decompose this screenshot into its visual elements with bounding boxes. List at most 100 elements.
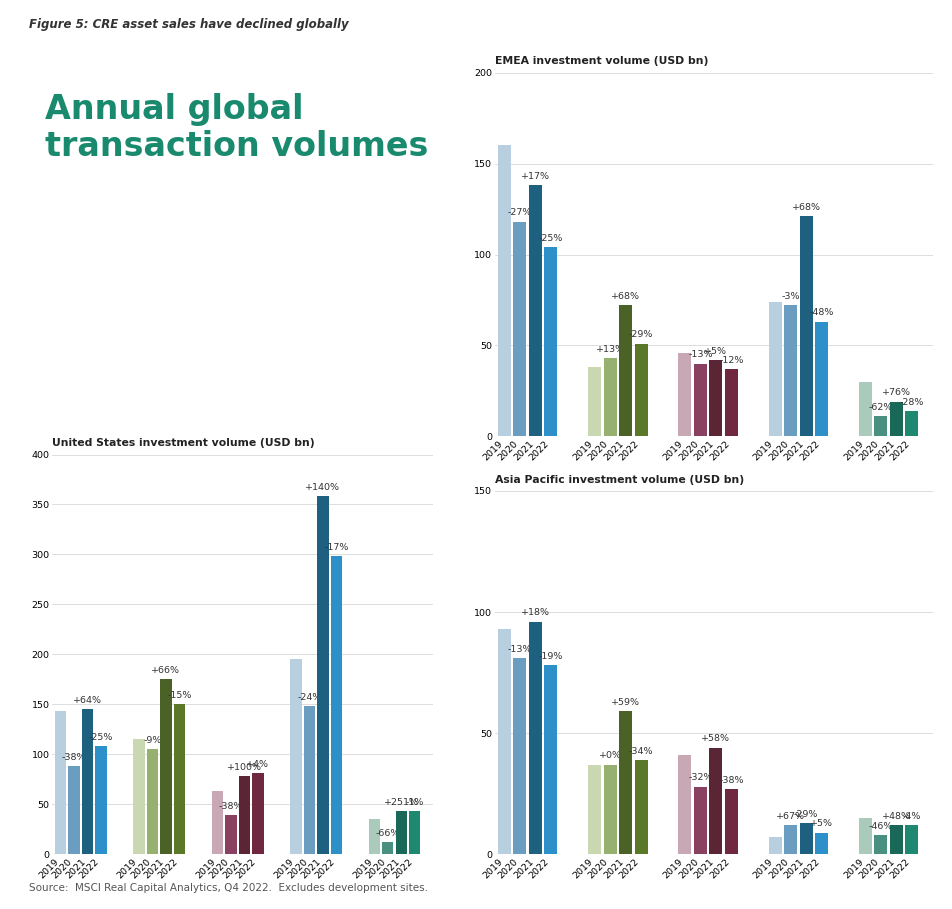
Text: +76%: +76% — [882, 388, 911, 397]
Text: +48%: +48% — [882, 812, 911, 821]
Text: -28%: -28% — [900, 397, 924, 406]
Bar — [859, 382, 872, 436]
Bar — [529, 622, 542, 854]
Text: -15%: -15% — [168, 691, 191, 700]
Text: -38%: -38% — [62, 753, 87, 762]
Bar — [619, 305, 632, 436]
Bar — [724, 369, 738, 436]
Text: -9%: -9% — [143, 735, 162, 744]
Text: +58%: +58% — [702, 734, 730, 744]
Bar — [69, 766, 80, 854]
Bar — [239, 776, 250, 854]
Bar — [529, 185, 542, 436]
Bar — [95, 746, 107, 854]
Text: -25%: -25% — [539, 234, 564, 243]
Text: -12%: -12% — [719, 355, 744, 365]
Text: +251%: +251% — [384, 798, 419, 806]
Bar — [619, 712, 632, 854]
Text: -66%: -66% — [376, 829, 400, 838]
Bar — [226, 815, 237, 854]
Text: +67%: +67% — [776, 812, 805, 821]
Bar — [604, 358, 617, 436]
Bar — [694, 786, 707, 854]
Text: -3%: -3% — [782, 292, 800, 301]
Text: +68%: +68% — [792, 203, 821, 212]
Text: -27%: -27% — [507, 208, 532, 217]
Bar — [635, 344, 647, 436]
Bar — [330, 556, 342, 854]
Bar — [368, 820, 380, 854]
Bar — [252, 774, 264, 854]
Bar — [679, 353, 691, 436]
Text: -13%: -13% — [688, 350, 713, 359]
Bar — [290, 660, 302, 854]
Text: +17%: +17% — [521, 172, 550, 181]
Bar — [905, 825, 919, 854]
Text: -29%: -29% — [794, 810, 819, 819]
Bar — [498, 629, 511, 854]
Bar — [304, 706, 315, 854]
Bar — [890, 402, 902, 436]
Bar — [635, 760, 647, 854]
Text: Retail: Retail — [693, 509, 724, 519]
Bar — [174, 704, 185, 854]
Text: EMEA investment volume (USD bn): EMEA investment volume (USD bn) — [495, 56, 708, 66]
Text: Multifamily: Multifamily — [768, 509, 828, 519]
Text: +4%: +4% — [247, 760, 269, 769]
Text: +0%: +0% — [599, 752, 622, 761]
Bar — [815, 322, 828, 436]
Bar — [588, 764, 601, 854]
Text: +100%: +100% — [227, 763, 262, 772]
Text: Annual global
transaction volumes: Annual global transaction volumes — [45, 93, 428, 163]
Text: +59%: +59% — [611, 698, 640, 707]
Text: -19%: -19% — [539, 652, 564, 661]
Text: Asia Pacific investment volume (USD bn): Asia Pacific investment volume (USD bn) — [495, 474, 744, 484]
Text: -17%: -17% — [324, 543, 348, 552]
Bar — [545, 247, 558, 436]
Text: +66%: +66% — [151, 665, 181, 674]
Bar — [859, 818, 872, 854]
Text: +13%: +13% — [596, 345, 625, 354]
Bar — [82, 709, 93, 854]
Text: -29%: -29% — [629, 330, 653, 339]
Text: Figure 5: CRE asset sales have declined globally: Figure 5: CRE asset sales have declined … — [29, 18, 348, 32]
Bar — [382, 843, 393, 854]
Bar — [317, 496, 328, 854]
Bar — [724, 789, 738, 854]
Bar — [709, 360, 723, 436]
Text: +64%: +64% — [73, 695, 102, 704]
Text: +5%: +5% — [704, 346, 727, 355]
Bar — [890, 825, 902, 854]
Bar — [679, 755, 691, 854]
Bar — [160, 680, 171, 854]
Bar — [768, 837, 782, 854]
Text: -38%: -38% — [219, 802, 243, 811]
Bar — [513, 222, 526, 436]
Bar — [694, 364, 707, 436]
Text: -46%: -46% — [868, 822, 893, 831]
Bar — [409, 812, 421, 854]
Bar — [513, 658, 526, 854]
Bar — [800, 216, 813, 436]
Bar — [784, 305, 797, 436]
Text: Office: Office — [511, 509, 544, 519]
Text: -4%: -4% — [902, 812, 921, 821]
Text: -34%: -34% — [629, 746, 653, 755]
Bar — [784, 825, 797, 854]
Bar — [498, 145, 511, 436]
Bar — [604, 764, 617, 854]
Bar — [874, 416, 887, 436]
Bar — [211, 792, 223, 854]
Bar — [905, 411, 919, 436]
Bar — [768, 302, 782, 436]
Bar — [545, 665, 558, 854]
Bar — [588, 367, 601, 436]
Text: -13%: -13% — [507, 644, 532, 654]
Bar — [874, 835, 887, 854]
Text: Source:  MSCI Real Capital Analytics, Q4 2022.  Excludes development sites.: Source: MSCI Real Capital Analytics, Q4 … — [29, 883, 427, 893]
Text: Industrial: Industrial — [592, 509, 644, 519]
Text: -25%: -25% — [89, 733, 113, 742]
Text: +140%: +140% — [306, 483, 341, 492]
Text: -62%: -62% — [868, 403, 893, 412]
Bar — [147, 749, 158, 854]
